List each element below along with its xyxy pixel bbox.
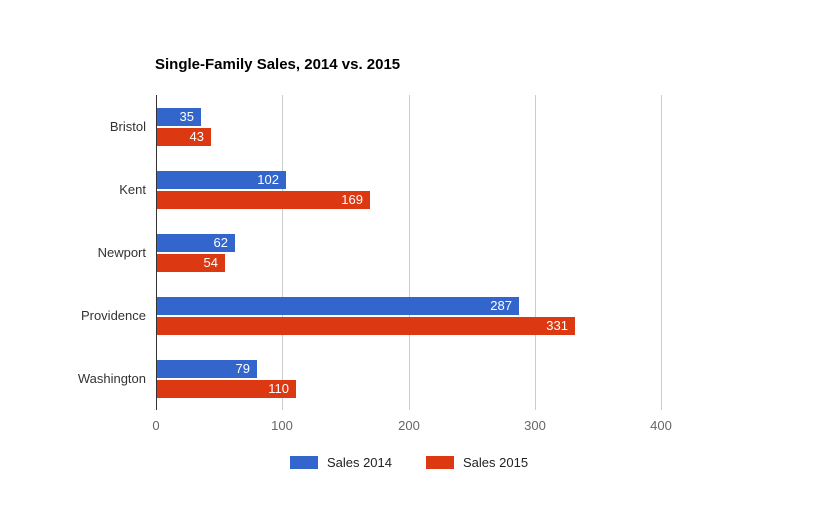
category-label-bristol: Bristol xyxy=(109,119,146,134)
gridline-200 xyxy=(409,95,410,410)
bar-newport-sales-2014[interactable]: 62 xyxy=(157,234,235,252)
bar-value-label: 79 xyxy=(235,361,250,376)
x-tick-label-200: 200 xyxy=(398,418,420,433)
bar-providence-sales-2015[interactable]: 331 xyxy=(157,317,575,335)
plot-area: 35 43 102 169 62 54 287 331 79 110 xyxy=(156,95,737,410)
bar-kent-sales-2014[interactable]: 102 xyxy=(157,171,286,189)
bar-value-label: 54 xyxy=(203,255,218,270)
bar-washington-sales-2015[interactable]: 110 xyxy=(157,380,296,398)
bar-bristol-sales-2015[interactable]: 43 xyxy=(157,128,211,146)
bar-kent-sales-2015[interactable]: 169 xyxy=(157,191,370,209)
bar-value-label: 110 xyxy=(268,381,289,396)
bar-washington-sales-2014[interactable]: 79 xyxy=(157,360,257,378)
legend-item-sales-2014[interactable]: Sales 2014 xyxy=(289,455,392,470)
legend-label: Sales 2014 xyxy=(326,455,392,470)
axis-baseline xyxy=(156,95,157,410)
bar-value-label: 331 xyxy=(546,318,568,333)
category-label-newport: Newport xyxy=(97,245,146,260)
gridline-400 xyxy=(661,95,662,410)
x-tick-label-300: 300 xyxy=(524,418,546,433)
x-tick-label-0: 0 xyxy=(152,418,160,433)
x-tick-label-100: 100 xyxy=(271,418,293,433)
bar-value-label: 62 xyxy=(213,235,228,250)
category-label-washington: Washington xyxy=(77,371,146,386)
legend-swatch xyxy=(426,456,454,469)
category-label-providence: Providence xyxy=(80,308,146,323)
bar-newport-sales-2015[interactable]: 54 xyxy=(157,254,225,272)
legend-swatch xyxy=(289,456,318,469)
chart-title: Single-Family Sales, 2014 vs. 2015 xyxy=(155,56,401,73)
x-tick-label-400: 400 xyxy=(650,418,672,433)
bar-value-label: 43 xyxy=(189,129,204,144)
bar-bristol-sales-2014[interactable]: 35 xyxy=(157,108,201,126)
bar-value-label: 35 xyxy=(179,109,194,124)
bar-value-label: 102 xyxy=(257,172,279,187)
gridline-100 xyxy=(282,95,283,410)
gridline-300 xyxy=(535,95,536,410)
category-label-kent: Kent xyxy=(119,182,146,197)
bar-providence-sales-2014[interactable]: 287 xyxy=(157,297,519,315)
legend: Sales 2014 Sales 2015 xyxy=(0,455,818,470)
bar-value-label: 169 xyxy=(341,192,363,207)
legend-label: Sales 2015 xyxy=(463,455,529,470)
bar-value-label: 287 xyxy=(490,298,512,313)
legend-item-sales-2015[interactable]: Sales 2015 xyxy=(426,455,528,470)
